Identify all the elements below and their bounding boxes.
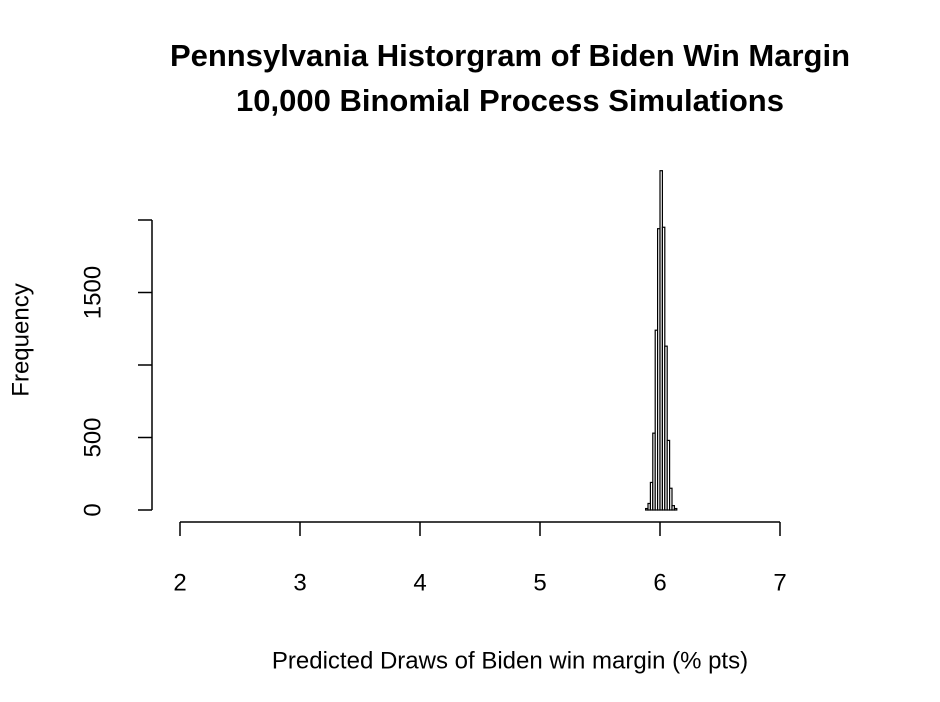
x-tick-label: 2 bbox=[173, 569, 186, 596]
bar bbox=[666, 439, 671, 511]
bar bbox=[664, 345, 668, 511]
y-tick-label: 500 bbox=[79, 417, 106, 457]
x-tick-label: 4 bbox=[413, 569, 426, 596]
x-tick-label: 3 bbox=[293, 569, 306, 596]
y-axis-label: Frequency bbox=[7, 283, 34, 396]
x-tick-label: 5 bbox=[533, 569, 546, 596]
y-tick-label: 1500 bbox=[79, 266, 106, 319]
x-tick-label: 6 bbox=[653, 569, 666, 596]
chart-subtitle: 10,000 Binomial Process Simulations bbox=[236, 83, 784, 118]
bar bbox=[673, 507, 678, 511]
x-tick-label: 7 bbox=[773, 569, 786, 596]
y-tick-label: 0 bbox=[79, 503, 106, 516]
x-axis-label: Predicted Draws of Biden win margin (% p… bbox=[272, 647, 748, 674]
chart-title: Pennsylvania Historgram of Biden Win Mar… bbox=[170, 38, 850, 73]
bar bbox=[668, 487, 673, 511]
bar bbox=[671, 505, 676, 511]
